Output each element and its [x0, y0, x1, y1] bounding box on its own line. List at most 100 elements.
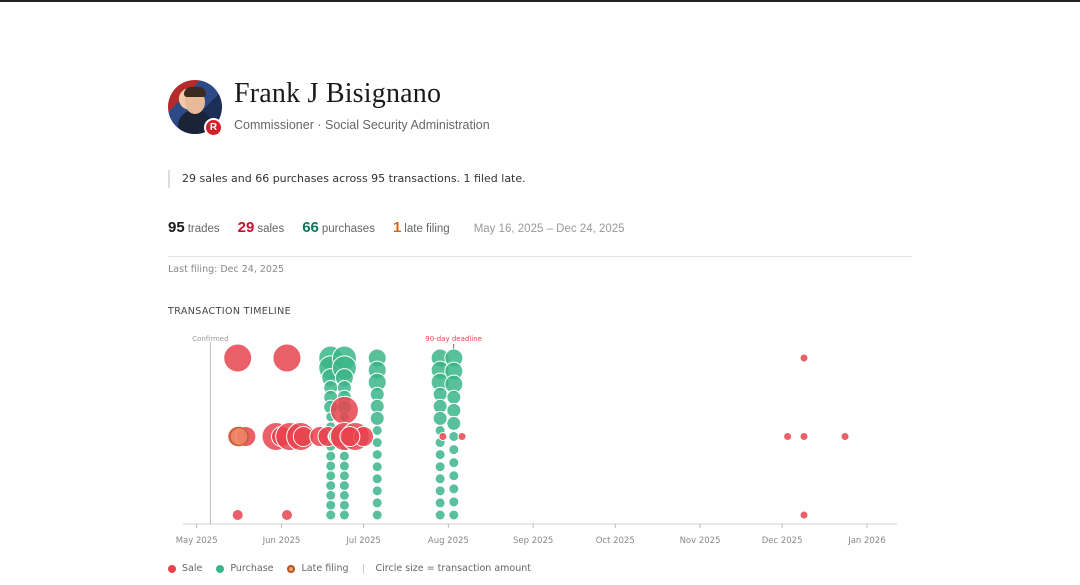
purchase-point	[446, 389, 462, 405]
purchase-point	[432, 410, 448, 426]
profile-name: Frank J Bisignano	[234, 78, 442, 109]
party-badge: R	[204, 118, 223, 137]
legend-purchase-label: Purchase	[230, 563, 274, 574]
purchase-point	[371, 509, 383, 521]
purchase-point	[338, 499, 350, 511]
stat-sales: 29 sales	[238, 219, 285, 237]
purchase-point	[325, 499, 337, 511]
late-dot-icon	[287, 564, 296, 573]
confirmed-annotation: Confirmed	[192, 335, 228, 343]
sale-point	[339, 426, 361, 447]
purchase-point	[325, 460, 337, 472]
purchase-point	[325, 489, 337, 501]
x-axis-tick-label: Sep 2025	[513, 536, 553, 546]
sale-point	[840, 432, 850, 441]
sale-dot-icon	[168, 564, 176, 573]
legend-note: Circle size = transaction amount	[375, 563, 531, 574]
legend-sale: Sale	[168, 563, 202, 574]
purchase-point	[338, 489, 350, 501]
purchase-point	[371, 497, 383, 509]
sales-count: 29	[237, 219, 255, 236]
legend-late: Late filing	[287, 563, 349, 574]
sale-point	[329, 395, 359, 425]
purchase-point	[448, 483, 460, 495]
x-axis-tick-label: Nov 2025	[680, 536, 721, 546]
sale-point	[799, 432, 809, 441]
purchase-point	[338, 460, 350, 472]
purchase-point	[338, 509, 350, 521]
purchase-point	[448, 496, 460, 508]
purchase-point	[434, 497, 446, 509]
purchase-point	[446, 415, 462, 431]
x-axis-tick-label: Jun 2025	[262, 536, 301, 546]
x-axis-tick-label: Oct 2025	[596, 536, 635, 546]
x-axis-tick-label: Dec 2025	[762, 536, 803, 546]
sale-point	[438, 432, 448, 441]
purchase-point	[371, 461, 383, 473]
purchase-point	[448, 509, 460, 521]
purchase-point	[448, 470, 460, 482]
sale-point	[280, 509, 293, 521]
trades-label: trades	[187, 223, 220, 235]
stat-late: 1 late filing	[393, 219, 450, 237]
divider	[168, 256, 912, 257]
purchase-point	[371, 473, 383, 485]
purchase-point	[434, 509, 446, 521]
purchase-point	[325, 450, 337, 462]
x-axis-tick-label: Jul 2025	[345, 536, 381, 546]
purchases-count: 66	[302, 219, 319, 236]
purchase-point	[369, 410, 385, 426]
purchase-point	[325, 480, 337, 492]
sale-point	[223, 343, 253, 373]
profile-subtitle: Commissioner · Social Security Administr…	[234, 118, 490, 132]
purchase-point	[434, 473, 446, 485]
purchase-point	[338, 480, 350, 492]
purchases-label: purchases	[321, 223, 375, 235]
sale-point	[272, 343, 302, 373]
legend-sale-label: Sale	[182, 563, 203, 574]
deadline-annotation: 90-day deadline	[425, 335, 482, 343]
sale-point	[231, 509, 244, 521]
sale-point	[799, 353, 809, 363]
purchase-point	[448, 457, 460, 469]
trades-count: 95	[168, 219, 185, 236]
legend-separator	[362, 563, 364, 574]
purchase-point	[434, 449, 446, 461]
stat-trades: 95 trades	[168, 219, 220, 237]
purchase-point	[338, 470, 350, 482]
summary-text: 29 sales and 66 purchases across 95 tran…	[168, 170, 526, 188]
chart-legend: Sale Purchase Late filing Circle size = …	[168, 563, 531, 574]
legend-purchase: Purchase	[216, 563, 273, 574]
late-sale-point	[229, 426, 249, 447]
x-axis-tick-label: Aug 2025	[428, 536, 469, 546]
last-filing: Last filing: Dec 24, 2025	[168, 264, 285, 275]
top-border	[0, 0, 1080, 2]
legend-late-label: Late filing	[301, 563, 349, 574]
purchase-point	[338, 450, 350, 462]
transaction-timeline-chart: May 2025 Jun 2025 Jul 2025 Aug 2025 Sep 2025…	[176, 335, 897, 546]
stat-purchases: 66 purchases	[302, 219, 375, 237]
sale-point	[799, 510, 809, 520]
purchase-point	[371, 424, 383, 436]
purchase-point	[371, 485, 383, 497]
purchase-point	[448, 431, 460, 442]
x-axis-tick-label: May 2025	[176, 536, 218, 546]
purchase-point	[434, 485, 446, 497]
sale-point	[783, 432, 793, 441]
sales-label: sales	[257, 223, 285, 235]
x-axis-tick-label: Jan 2026	[847, 536, 885, 546]
purchase-point	[434, 461, 446, 473]
purchase-point	[448, 444, 460, 456]
purchase-point	[325, 509, 337, 521]
sale-point	[457, 432, 467, 441]
section-title: TRANSACTION TIMELINE	[168, 306, 292, 317]
late-count: 1	[392, 219, 402, 236]
purchase-point	[446, 402, 462, 418]
purchase-dot-icon	[216, 564, 225, 573]
date-range: May 16, 2025 – Dec 24, 2025	[473, 223, 625, 235]
purchase-point	[371, 437, 383, 449]
late-label: late filing	[404, 223, 450, 235]
purchase-point	[325, 470, 337, 482]
stats-row: 95 trades 29 sales 66 purchases 1 late filin…	[168, 219, 625, 237]
purchase-point	[371, 449, 383, 461]
